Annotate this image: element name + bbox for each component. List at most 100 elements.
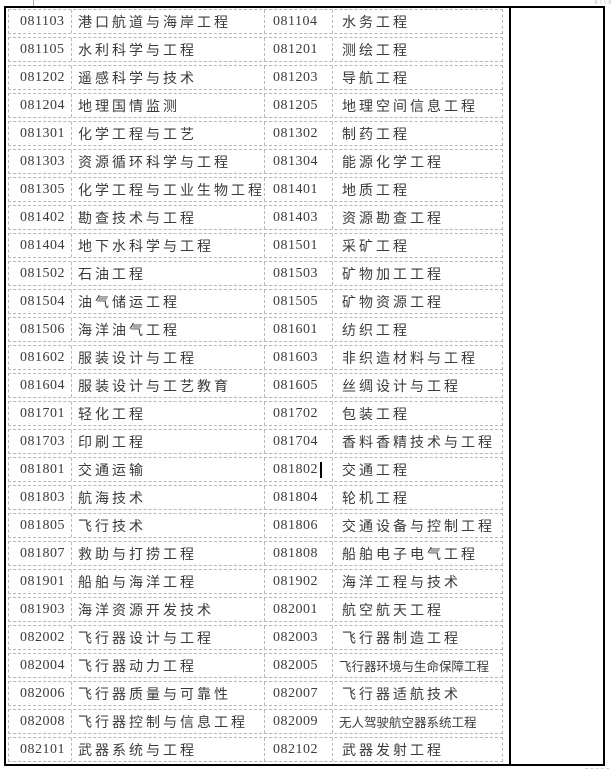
code-cell-left[interactable]: 082008 <box>9 710 72 733</box>
code-cell-right[interactable]: 081603 <box>265 346 333 369</box>
code-cell-left[interactable]: 081202 <box>9 66 72 89</box>
code-cell-left[interactable]: 081504 <box>9 290 72 313</box>
code-cell-left[interactable]: 081801 <box>9 458 72 481</box>
code-cell-right[interactable]: 081201 <box>265 38 333 61</box>
code-cell-right[interactable]: 081704 <box>265 430 333 453</box>
empty-right-column[interactable] <box>511 8 603 764</box>
major-name-cell-left[interactable]: 武器系统与工程 <box>72 738 265 761</box>
code-cell-right[interactable]: 081902 <box>265 570 333 593</box>
major-name-cell-left[interactable]: 石油工程 <box>72 262 265 285</box>
major-name-cell-right[interactable]: 飞行器环境与生命保障工程 <box>339 660 490 674</box>
major-name-cell-right[interactable]: 矿物加工工程 <box>342 267 444 283</box>
code-cell-left[interactable]: 082101 <box>9 738 72 761</box>
major-name-cell-right[interactable]: 矿物资源工程 <box>342 295 444 311</box>
code-cell-right[interactable]: 081104 <box>265 10 333 33</box>
major-name-cell-right[interactable]: 制药工程 <box>342 127 410 143</box>
major-name-cell-left[interactable]: 交通运输 <box>72 458 265 481</box>
major-name-cell-left[interactable]: 救助与打捞工程 <box>72 542 265 565</box>
major-name-cell-left[interactable]: 水利科学与工程 <box>72 38 265 61</box>
major-name-cell-right[interactable]: 香料香精技术与工程 <box>342 435 495 451</box>
code-cell-right[interactable]: 081601 <box>265 318 333 341</box>
code-cell-left[interactable]: 081402 <box>9 206 72 229</box>
major-name-cell-left[interactable]: 飞行器控制与信息工程 <box>72 710 265 733</box>
major-name-cell-right[interactable]: 测绘工程 <box>342 43 410 59</box>
major-name-cell-left[interactable]: 航海技术 <box>72 486 265 509</box>
code-cell-right[interactable]: 081304 <box>265 150 333 173</box>
code-cell-left[interactable]: 081103 <box>9 10 72 33</box>
major-name-cell-left[interactable]: 港口航道与海岸工程 <box>72 10 265 33</box>
major-name-cell-left[interactable]: 飞行器动力工程 <box>72 654 265 677</box>
code-cell-left[interactable]: 081903 <box>9 598 72 621</box>
major-name-cell-right[interactable]: 船舶电子电气工程 <box>342 547 478 563</box>
major-name-cell-right[interactable]: 纺织工程 <box>342 323 410 339</box>
code-cell-left[interactable]: 081502 <box>9 262 72 285</box>
code-cell-left[interactable]: 082002 <box>9 626 72 649</box>
major-name-cell-left[interactable]: 海洋油气工程 <box>72 318 265 341</box>
code-cell-left[interactable]: 081204 <box>9 94 72 117</box>
code-cell-right[interactable]: 082102 <box>265 738 333 761</box>
major-name-cell-left[interactable]: 地下水科学与工程 <box>72 234 265 257</box>
code-cell-right[interactable]: 082005 <box>265 654 333 677</box>
major-name-cell-left[interactable]: 飞行器设计与工程 <box>72 626 265 649</box>
code-cell-left[interactable]: 082006 <box>9 682 72 705</box>
code-cell-right[interactable]: 081401 <box>265 178 333 201</box>
code-cell-left[interactable]: 081604 <box>9 374 72 397</box>
code-cell-left[interactable]: 081506 <box>9 318 72 341</box>
code-cell-right[interactable]: 081806 <box>265 514 333 537</box>
code-cell-right[interactable]: 081203 <box>265 66 333 89</box>
code-cell-left[interactable]: 081805 <box>9 514 72 537</box>
major-name-cell-right[interactable]: 海洋工程与技术 <box>342 575 461 591</box>
major-name-cell-left[interactable]: 服装设计与工程 <box>72 346 265 369</box>
code-cell-left[interactable]: 081303 <box>9 150 72 173</box>
major-name-cell-left[interactable]: 化学工程与工艺 <box>72 122 265 145</box>
code-cell-right[interactable]: 081804 <box>265 486 333 509</box>
major-name-cell-right[interactable]: 飞行器制造工程 <box>342 631 461 647</box>
code-cell-right[interactable]: 082009 <box>265 710 333 733</box>
code-cell-right[interactable]: 081503 <box>265 262 333 285</box>
code-cell-right[interactable]: 081808 <box>265 542 333 565</box>
major-name-cell-left[interactable]: 勘查技术与工程 <box>72 206 265 229</box>
major-name-cell-right[interactable]: 丝绸设计与工程 <box>342 379 461 395</box>
code-cell-right[interactable]: 082003 <box>265 626 333 649</box>
major-name-cell-left[interactable]: 船舶与海洋工程 <box>72 570 265 593</box>
major-name-cell-right[interactable]: 采矿工程 <box>342 239 410 255</box>
code-cell-left[interactable]: 081803 <box>9 486 72 509</box>
code-cell-right[interactable]: 082001 <box>265 598 333 621</box>
major-name-cell-left[interactable]: 海洋资源开发技术 <box>72 598 265 621</box>
major-name-cell-left[interactable]: 飞行器质量与可靠性 <box>72 682 265 705</box>
code-cell-left[interactable]: 081301 <box>9 122 72 145</box>
major-name-cell-left[interactable]: 地理国情监测 <box>72 94 265 117</box>
major-name-cell-left[interactable]: 飞行技术 <box>72 514 265 537</box>
major-name-cell-right[interactable]: 交通设备与控制工程 <box>342 519 495 535</box>
code-cell-right[interactable]: 081505 <box>265 290 333 313</box>
code-cell-left[interactable]: 081305 <box>9 178 72 201</box>
major-name-cell-left[interactable]: 化学工程与工业生物工程 <box>72 178 265 201</box>
major-name-cell-right[interactable]: 无人驾驶航空器系统工程 <box>339 716 477 730</box>
major-name-cell-right[interactable]: 水务工程 <box>342 15 410 31</box>
major-name-cell-right[interactable]: 飞行器适航技术 <box>342 687 461 703</box>
code-cell-left[interactable]: 081404 <box>9 234 72 257</box>
code-cell-left[interactable]: 081901 <box>9 570 72 593</box>
code-cell-right[interactable]: 081802 <box>265 458 333 481</box>
code-cell-left[interactable]: 081703 <box>9 430 72 453</box>
major-name-cell-right[interactable]: 地质工程 <box>342 183 410 199</box>
code-cell-right[interactable]: 081702 <box>265 402 333 425</box>
major-name-cell-right[interactable]: 能源化学工程 <box>342 155 444 171</box>
major-name-cell-right[interactable]: 资源勘查工程 <box>342 211 444 227</box>
major-name-cell-right[interactable]: 导航工程 <box>342 71 410 87</box>
code-cell-left[interactable]: 081807 <box>9 542 72 565</box>
major-name-cell-left[interactable]: 印刷工程 <box>72 430 265 453</box>
major-name-cell-left[interactable]: 资源循环科学与工程 <box>72 150 265 173</box>
code-cell-left[interactable]: 081105 <box>9 38 72 61</box>
major-name-cell-right[interactable]: 航空航天工程 <box>342 603 444 619</box>
major-name-cell-left[interactable]: 轻化工程 <box>72 402 265 425</box>
major-name-cell-left[interactable]: 服装设计与工艺教育 <box>72 374 265 397</box>
major-name-cell-right[interactable]: 轮机工程 <box>342 491 410 507</box>
code-cell-right[interactable]: 081501 <box>265 234 333 257</box>
major-name-cell-right[interactable]: 包装工程 <box>342 407 410 423</box>
code-cell-right[interactable]: 081302 <box>265 122 333 145</box>
code-cell-right[interactable]: 081403 <box>265 206 333 229</box>
major-name-cell-right[interactable]: 非织造材料与工程 <box>342 351 478 367</box>
major-name-cell-right[interactable]: 交通工程 <box>342 463 410 479</box>
code-cell-left[interactable]: 081602 <box>9 346 72 369</box>
